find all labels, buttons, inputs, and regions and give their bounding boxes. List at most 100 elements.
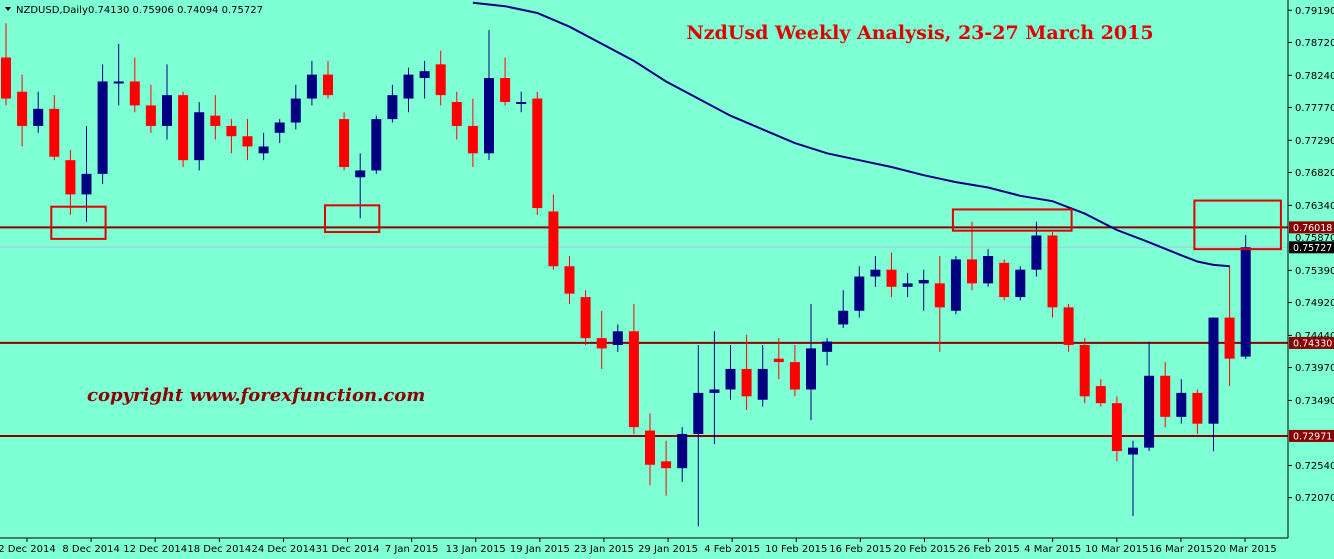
highlight-box (1193, 199, 1282, 251)
candle-body (934, 283, 945, 308)
dropdown-triangle-icon[interactable] (5, 7, 11, 11)
candle-body (806, 348, 816, 390)
price-tick-label: 0.75390 (1295, 266, 1334, 277)
candle-body (918, 279, 929, 284)
candle-body (242, 136, 253, 147)
candle-body (419, 71, 430, 79)
candle-body (902, 283, 913, 287)
candle-body (17, 91, 28, 126)
time-tick-label: 2 Dec 2014 (0, 544, 56, 555)
candle-body (967, 259, 977, 284)
candle-body (645, 430, 655, 465)
candle-body (677, 433, 688, 469)
candle-body (178, 95, 189, 161)
price-tag-box (1289, 221, 1334, 234)
candle-body (773, 358, 784, 363)
price-tick-label: 0.77770 (1295, 103, 1334, 114)
copyright-text: copyright www.forexfunction.com (87, 385, 425, 406)
candle-body (484, 78, 494, 154)
time-scale: 2 Dec 2014 8 Dec 2014 12 Dec 2014 18 Dec 20… (0, 538, 1277, 555)
candle-body (1079, 344, 1090, 397)
time-tick-label: 7 Jan 2015 (385, 544, 439, 555)
candle-body (999, 262, 1010, 298)
time-tick-label: 24 Dec 2014 (251, 544, 315, 555)
candle-body (500, 78, 511, 102)
candle-body (129, 81, 140, 106)
candle-body (983, 255, 994, 284)
candle-body (1095, 386, 1106, 404)
candle-body (1, 57, 11, 99)
price-tick-label: 0.78240 (1295, 71, 1334, 82)
candle-body (1160, 375, 1171, 417)
price-tick-label: 0.74440 (1295, 331, 1334, 342)
candle-body (435, 64, 446, 96)
chart-title: NzdUsd Weekly Analysis, 23-27 March 2015 (686, 22, 1153, 44)
price-tick-label: 0.73490 (1295, 396, 1334, 407)
candle-body (596, 338, 607, 349)
time-tick-label: 29 Jan 2015 (638, 544, 698, 555)
candle-body (789, 362, 800, 390)
candlesticks (1, 23, 1251, 527)
time-tick-label: 10 Feb 2015 (765, 544, 827, 555)
candle-body (274, 122, 285, 133)
time-tick-label: 31 Dec 2014 (316, 544, 380, 555)
price-tag-label: 0.75727 (1293, 243, 1332, 254)
candle-body (210, 115, 221, 126)
candle-body (950, 259, 961, 311)
candle-body (49, 108, 60, 157)
candle-body (1224, 317, 1235, 359)
candle-body (81, 173, 92, 195)
price-tick-label: 0.72540 (1295, 461, 1334, 472)
price-scale: 0.79190 0.78720 0.78240 0.77770 0.77290 0.768… (1288, 6, 1334, 504)
candle-body (113, 81, 124, 84)
candle-body (886, 269, 897, 287)
candle-body (870, 269, 881, 277)
candle-body (838, 310, 849, 325)
candle-body (1176, 392, 1187, 417)
price-tick-label: 0.74920 (1295, 298, 1334, 309)
candle-body (709, 389, 720, 393)
time-tick-label: 12 Dec 2014 (123, 544, 187, 555)
candle-body (451, 101, 462, 126)
candle-body (1240, 247, 1251, 357)
candle-body (339, 119, 350, 168)
candle-body (548, 211, 559, 267)
price-tag-label: 0.74330 (1293, 338, 1332, 349)
candle-body (258, 146, 269, 154)
candle-body (822, 341, 833, 352)
candle-body (1144, 375, 1155, 448)
highlight-box (324, 204, 381, 234)
price-tag-label: 0.76018 (1293, 223, 1332, 234)
ohlc-values: 0.74130 0.75906 0.74094 0.75727 (88, 5, 263, 16)
highlight-box (951, 208, 1073, 232)
price-tick-label: 0.72070 (1295, 493, 1334, 504)
candle-body (741, 368, 752, 397)
price-tag-box (1289, 336, 1334, 349)
price-tag-label: 0.75870 (1295, 233, 1334, 244)
candle-body (628, 331, 639, 428)
candle-body (757, 368, 768, 400)
candle-body (1063, 307, 1074, 345)
candle-body (693, 392, 704, 434)
candle-body (387, 95, 398, 120)
time-tick-label: 16 Mar 2015 (1149, 544, 1212, 555)
candle-body (854, 276, 865, 311)
candle-body (516, 101, 527, 104)
symbol-header: NZDUSD,Daily 0.74130 0.75906 0.74094 0.7… (5, 5, 263, 16)
candle-body (580, 297, 591, 339)
candle-body (532, 98, 543, 209)
candle-body (1047, 235, 1058, 308)
time-tick-label: 13 Jan 2015 (446, 544, 506, 555)
time-tick-label: 8 Dec 2014 (62, 544, 120, 555)
price-tag-box (1289, 241, 1334, 254)
time-tick-label: 20 Mar 2015 (1213, 544, 1276, 555)
candle-body (1192, 392, 1203, 424)
candle-body (65, 160, 76, 195)
time-tick-label: 23 Jan 2015 (574, 544, 634, 555)
price-tag-box (1289, 429, 1334, 442)
candle-body (1031, 235, 1042, 270)
